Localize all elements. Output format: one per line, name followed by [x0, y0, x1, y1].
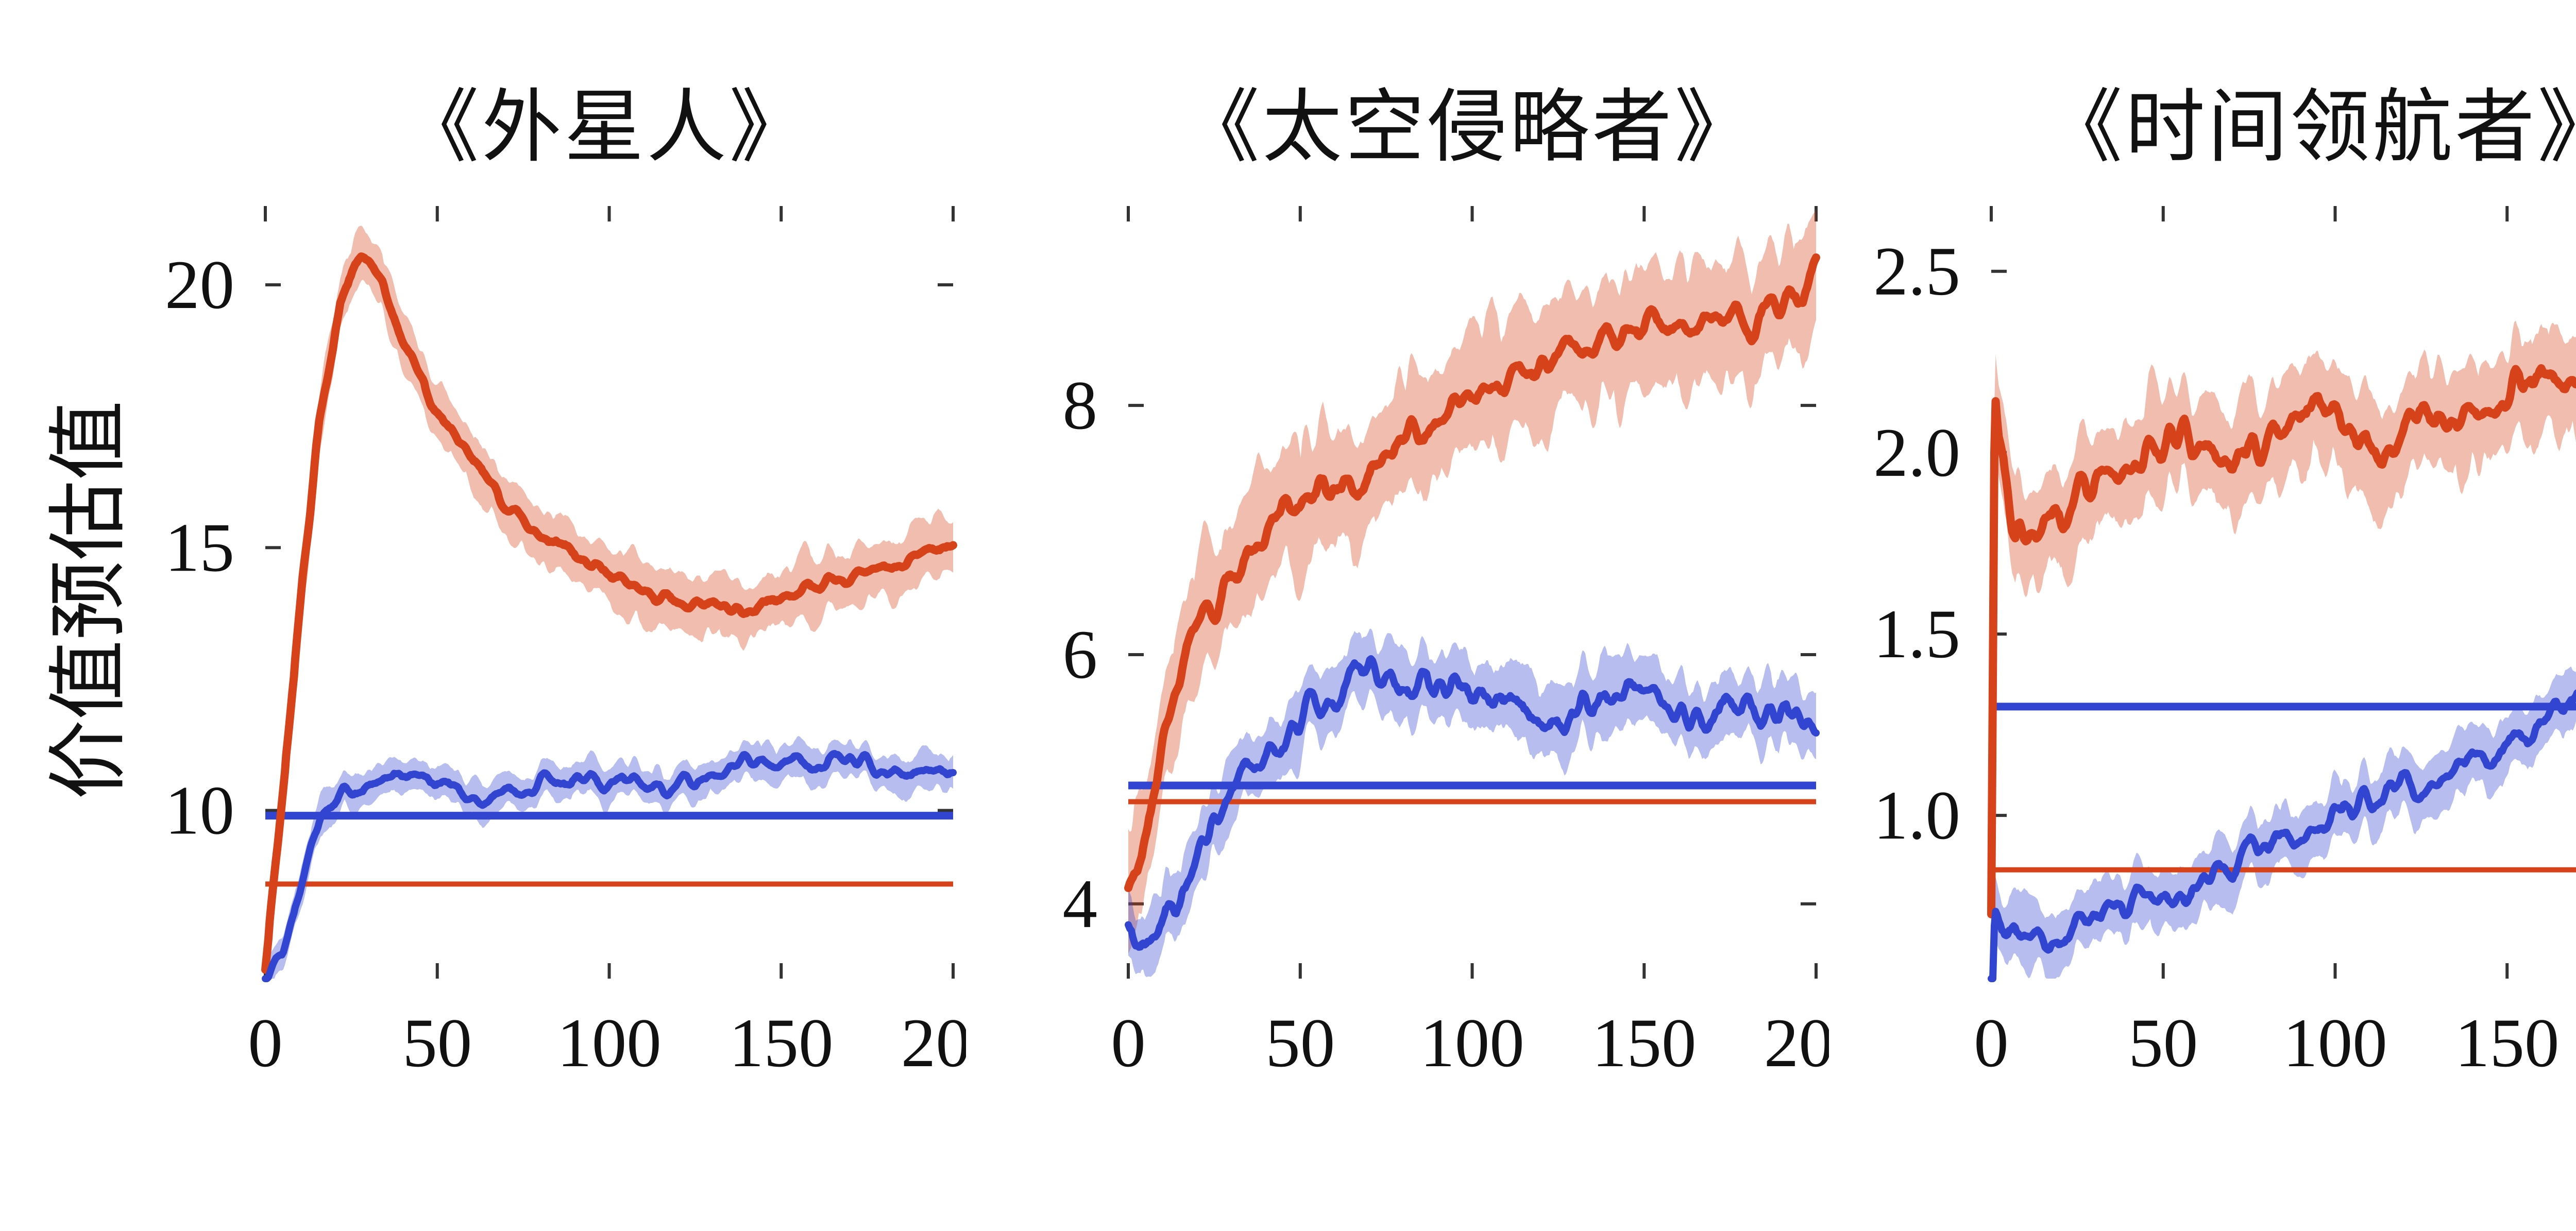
- svg-text:200: 200: [901, 1005, 966, 1082]
- svg-text:0: 0: [1111, 1005, 1146, 1082]
- svg-text:2.5: 2.5: [1873, 233, 1960, 310]
- svg-text:200: 200: [1764, 1005, 1829, 1082]
- svg-text:50: 50: [402, 1005, 472, 1082]
- svg-text:100: 100: [1420, 1005, 1524, 1082]
- svg-text:1.5: 1.5: [1873, 596, 1960, 673]
- svg-text:20: 20: [165, 247, 234, 323]
- svg-text:4: 4: [1063, 866, 1098, 943]
- svg-text:50: 50: [1265, 1005, 1335, 1082]
- svg-text:100: 100: [2283, 1005, 2387, 1082]
- svg-text:150: 150: [1592, 1005, 1697, 1082]
- svg-text:8: 8: [1063, 367, 1098, 444]
- svg-text:50: 50: [2128, 1005, 2198, 1082]
- svg-text:100: 100: [557, 1005, 662, 1082]
- plot-title-space-invaders: 《太空侵略者》: [1180, 82, 1757, 173]
- plot-title-alien: 《外星人》: [399, 82, 811, 173]
- svg-text:15: 15: [165, 509, 234, 586]
- plot-canvas-time-pilot: 0501001502001.01.52.02.5: [1873, 206, 2576, 1082]
- svg-text:10: 10: [165, 772, 234, 849]
- subplot-alien: 《外星人》 0 50 100 150 200 10 15 20: [64, 77, 966, 1120]
- svg-text:0: 0: [1974, 1005, 2009, 1082]
- svg-text:1.0: 1.0: [1873, 777, 1960, 854]
- subplot-time-pilot: 《时间领航者》 0501001502001.01.52.02.5: [1790, 77, 2576, 1120]
- plot-canvas-alien: 0 50 100 150 200 10 15 20: [165, 206, 966, 1082]
- svg-text:150: 150: [729, 1005, 834, 1082]
- subplot-space-invaders: 《太空侵略者》 0 50 100 150 200 4 6 8: [927, 77, 1829, 1120]
- svg-text:2.0: 2.0: [1873, 415, 1960, 491]
- plot-canvas-space-invaders: 0 50 100 150 200 4 6 8: [1063, 206, 1829, 1082]
- svg-text:150: 150: [2455, 1005, 2560, 1082]
- svg-text:6: 6: [1063, 617, 1098, 693]
- plot-title-time-pilot: 《时间领航者》: [2043, 82, 2576, 173]
- svg-text:0: 0: [248, 1005, 283, 1082]
